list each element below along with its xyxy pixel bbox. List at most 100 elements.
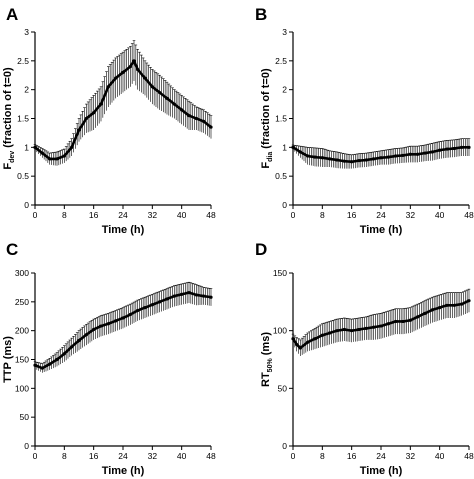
data-point — [114, 76, 118, 80]
x-axis-label: Time (h) — [102, 465, 145, 477]
data-point — [48, 362, 52, 366]
data-point — [40, 151, 44, 155]
y-tick-label: 300 — [15, 268, 29, 278]
data-point — [438, 306, 442, 310]
x-tick-label: 24 — [118, 451, 128, 461]
y-axis-label: Fdia (fraction of t=0) — [260, 68, 274, 169]
data-point — [136, 67, 140, 72]
data-point — [328, 157, 332, 161]
panel-letter: D — [255, 240, 267, 259]
panel-letter: B — [255, 5, 267, 24]
y-tick-label: 150 — [273, 268, 287, 278]
data-point — [408, 318, 412, 322]
data-point — [401, 319, 405, 324]
data-point — [194, 116, 198, 121]
y-tick-label: 1.5 — [275, 114, 287, 124]
data-point — [386, 155, 390, 159]
y-tick-label: 2.5 — [17, 56, 29, 66]
x-tick-label: 0 — [291, 210, 296, 220]
x-tick-label: 48 — [464, 210, 474, 220]
y-tick-label: 1.5 — [17, 114, 29, 124]
data-point — [121, 70, 125, 74]
data-point — [298, 150, 302, 154]
data-point — [364, 158, 368, 162]
data-point — [372, 157, 376, 161]
data-point — [92, 111, 96, 115]
panel-a: A 0 8 16 24 32 40 48 0 0.5 1 1.5 2 2.5 3 Time (h) Fdev (… — [2, 5, 216, 236]
data-point — [165, 297, 169, 301]
data-point — [438, 148, 442, 152]
data-point — [306, 154, 310, 158]
data-point — [84, 116, 88, 121]
x-tick-label: 16 — [347, 451, 357, 461]
data-point — [48, 157, 52, 161]
data-point — [62, 154, 66, 158]
data-point — [335, 158, 339, 162]
data-point — [460, 145, 464, 149]
data-point — [114, 319, 118, 323]
data-point — [291, 337, 295, 341]
data-point — [386, 322, 390, 326]
data-point — [55, 357, 59, 362]
y-tick-label: 100 — [273, 326, 287, 336]
x-tick-label: 16 — [89, 210, 99, 220]
data-point — [128, 312, 132, 317]
data-point — [128, 65, 132, 69]
panel-b: B 0 8 16 24 32 40 48 0 0.5 1 1.5 2 2.5 3 Time (h) Fdia (… — [255, 5, 474, 236]
data-point — [357, 327, 361, 332]
data-point — [84, 333, 88, 337]
data-point — [202, 119, 206, 123]
data-point — [313, 337, 317, 341]
y-tick-label: 0.5 — [275, 171, 287, 181]
y-tick-label: 3 — [24, 27, 29, 37]
data-point — [467, 145, 471, 149]
data-point — [202, 294, 206, 298]
data-point — [55, 157, 59, 161]
y-axis-label: Fdev (fraction of t=0) — [2, 67, 16, 170]
data-point — [313, 155, 317, 159]
data-point — [460, 302, 464, 306]
y-tick-label: 250 — [15, 297, 29, 307]
data-point — [150, 303, 154, 307]
series-line — [34, 291, 212, 370]
data-point — [180, 108, 184, 112]
x-tick-label: 8 — [62, 451, 67, 461]
panel-letter: A — [6, 5, 18, 24]
y-axis-label: TTP (ms) — [2, 336, 14, 383]
data-point — [445, 147, 449, 151]
x-tick-label: 32 — [148, 451, 158, 461]
data-point — [467, 299, 471, 303]
data-point — [33, 363, 37, 367]
data-point — [150, 85, 154, 89]
x-tick-label: 8 — [320, 210, 325, 220]
data-point — [295, 342, 299, 347]
data-point — [77, 338, 81, 343]
data-point — [350, 160, 354, 164]
x-tick-label: 0 — [33, 210, 38, 220]
y-tick-label: 150 — [15, 355, 29, 365]
data-point — [350, 329, 354, 333]
series-d — [291, 288, 471, 357]
y-tick-label: 2 — [282, 85, 287, 95]
data-point — [77, 128, 81, 132]
data-point — [452, 303, 456, 307]
data-point — [328, 331, 332, 335]
data-point — [187, 114, 191, 118]
data-point — [342, 327, 346, 332]
y-tick-label: 200 — [15, 326, 29, 336]
data-point — [416, 315, 420, 319]
panel-c: C 0 8 16 24 32 40 48 0 50 100 150 200 250 300 Time (h) T… — [2, 240, 216, 477]
data-point — [143, 76, 147, 80]
data-point — [209, 295, 213, 299]
data-point — [394, 154, 398, 158]
data-point — [320, 333, 324, 337]
x-tick-label: 32 — [406, 451, 416, 461]
x-tick-label: 24 — [376, 451, 386, 461]
x-tick-label: 24 — [376, 210, 386, 220]
data-point — [423, 151, 427, 155]
data-point — [209, 125, 213, 129]
data-point — [99, 102, 103, 106]
data-point — [445, 303, 449, 307]
data-point — [298, 346, 302, 350]
data-point — [291, 145, 295, 149]
